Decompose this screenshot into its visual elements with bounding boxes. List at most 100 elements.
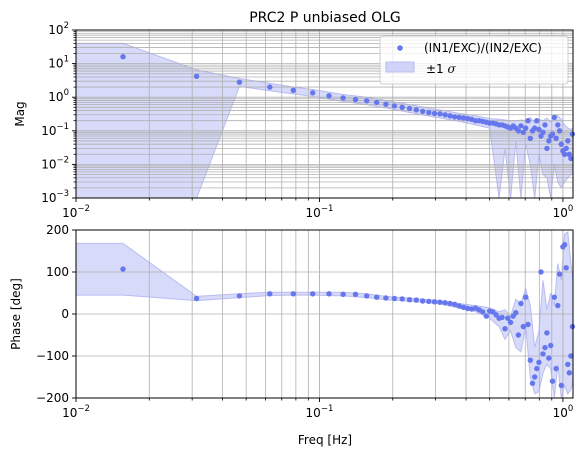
- phase-x-tick-exponent: 0: [568, 404, 573, 414]
- magnitude-y-tick-label: 10−1: [41, 122, 69, 138]
- magnitude-y-tick-exponent: −3: [56, 189, 69, 199]
- magnitude-data-point: [549, 131, 556, 137]
- magnitude-data-point: [551, 114, 557, 121]
- phase-data-point: [426, 298, 432, 305]
- magnitude-y-tick-exponent: 1: [64, 55, 69, 65]
- magnitude-y-tick-base: 10: [48, 23, 63, 37]
- magnitude-data-point: [391, 103, 398, 109]
- magnitude-y-tick-label: 101: [48, 55, 69, 71]
- phase-data-point: [452, 301, 458, 307]
- phase-data-point: [310, 291, 316, 297]
- phase-data-point: [553, 365, 559, 372]
- phase-data-point: [546, 355, 552, 361]
- phase-data-point: [525, 321, 531, 328]
- magnitude-data-point: [352, 96, 359, 103]
- phase-data-point: [499, 314, 505, 321]
- magnitude-y-tick-exponent: −2: [56, 155, 69, 165]
- phase-data-point: [548, 342, 554, 349]
- phase-data-point: [542, 344, 548, 351]
- magnitude-y-tick-label: 10−3: [41, 189, 69, 205]
- legend-box: [379, 35, 569, 85]
- magnitude-data-point: [383, 101, 389, 107]
- magnitude-data-point: [523, 125, 529, 131]
- magnitude-data-point: [544, 145, 550, 152]
- chart-title: PRC2 P unbiased OLG: [249, 10, 401, 26]
- phase-data-point: [406, 297, 413, 303]
- magnitude-data-point: [556, 128, 563, 134]
- magnitude-data-point: [566, 151, 572, 157]
- magnitude-data-point: [310, 90, 316, 96]
- magnitude-data-point: [532, 125, 538, 131]
- magnitude-y-tick-exponent: 0: [64, 88, 69, 98]
- phase-data-point: [460, 304, 467, 310]
- magnitude-data-point: [437, 111, 443, 117]
- phase-data-point: [480, 309, 486, 315]
- magnitude-data-point: [120, 54, 126, 60]
- magnitude-data-point: [536, 126, 542, 133]
- magnitude-data-point: [420, 108, 426, 115]
- magnitude-data-point: [326, 93, 332, 99]
- magnitude-data-point: [452, 114, 458, 120]
- x-axis-label: Freq [Hz]: [298, 433, 352, 447]
- legend: (IN1/EXC)/(IN2/EXC) ±1 σ: [379, 35, 569, 85]
- magnitude-data-point: [558, 141, 564, 147]
- phase-data-point: [374, 294, 380, 300]
- magnitude-data-point: [472, 118, 479, 124]
- magnitude-x-tick-label: 10−1: [306, 204, 334, 220]
- phase-data-point: [563, 265, 569, 271]
- phase-data-point: [399, 296, 405, 302]
- magnitude-data-point: [540, 129, 546, 135]
- phase-data-point: [523, 294, 529, 300]
- magnitude-data-point: [553, 135, 559, 141]
- magnitude-data-point: [456, 114, 462, 121]
- phase-data-point: [391, 295, 398, 302]
- phase-data-point: [569, 323, 576, 330]
- magnitude-data-point: [431, 110, 438, 117]
- magnitude-data-point: [340, 95, 346, 101]
- magnitude-y-tick-exponent: −1: [56, 122, 69, 132]
- magnitude-data-point: [565, 138, 571, 144]
- phase-data-point: [352, 291, 359, 297]
- magnitude-x-tick-base: 10: [553, 206, 568, 220]
- phase-data-point: [383, 295, 389, 301]
- phase-data-point: [483, 313, 489, 319]
- magnitude-data-point: [569, 131, 576, 137]
- phase-data-point: [532, 374, 538, 380]
- magnitude-data-point: [193, 73, 200, 80]
- phase-x-tick-base: 10: [62, 406, 77, 420]
- magnitude-x-tick-base: 10: [306, 206, 321, 220]
- magnitude-data-point: [236, 79, 243, 85]
- magnitude-y-tick-base: 10: [41, 191, 56, 205]
- phase-data-point: [568, 353, 574, 359]
- phase-data-point: [431, 299, 438, 305]
- phase-data-point: [193, 295, 200, 302]
- phase-data-point: [551, 294, 557, 300]
- phase-data-point: [518, 300, 524, 307]
- phase-grid-layer: [75, 230, 573, 398]
- magnitude-panel: PRC2 P unbiased OLG 10−2 10−1 10010−310−21…: [13, 10, 576, 220]
- phase-data-point: [290, 291, 296, 297]
- phase-data-point: [561, 242, 568, 248]
- phase-y-axis-label: Phase [deg]: [9, 278, 23, 350]
- magnitude-data-point: [267, 84, 273, 90]
- phase-data-point: [558, 382, 564, 389]
- phase-y-tick-label: 0: [61, 307, 69, 321]
- phase-data-point: [555, 302, 561, 309]
- phase-data-point: [507, 319, 514, 326]
- magnitude-x-tick-exponent: −2: [77, 204, 90, 214]
- magnitude-data-point: [447, 113, 453, 119]
- phase-y-tick-label: 100: [46, 265, 69, 279]
- magnitude-data-point: [374, 99, 380, 106]
- legend-band-label-text: ±1: [426, 62, 448, 76]
- phase-data-point: [566, 370, 572, 376]
- phase-data-point: [413, 297, 419, 303]
- phase-y-tick-label: −100: [36, 349, 69, 363]
- phase-data-point: [267, 291, 273, 297]
- magnitude-points-layer: [120, 54, 576, 162]
- phase-points-layer: [120, 242, 576, 389]
- phase-data-point: [527, 357, 533, 363]
- magnitude-data-point: [542, 122, 548, 128]
- magnitude-y-tick-base: 10: [48, 57, 63, 71]
